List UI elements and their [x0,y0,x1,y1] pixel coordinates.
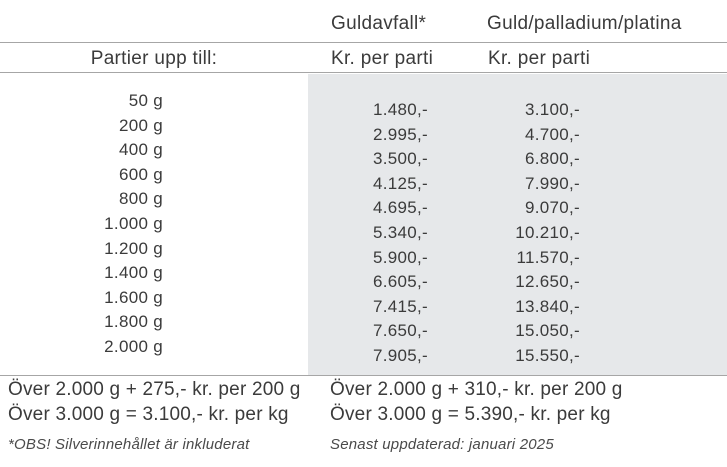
guldavfall-price-cell: 2.995,- [372,124,428,144]
weight-cell: 50 g [128,91,163,110]
weight-cell: 1.400 g [104,263,163,283]
unit-label-guldavfall: Kr. per parti [331,48,434,69]
guldavfall-price-cell: 7.415,- [372,296,428,316]
guld-palladium-platina-price-cell: 13.840,- [515,296,580,316]
guld-palladium-platina-price-cell: 15.050,- [515,321,580,341]
weight-cell: 600 g [118,164,163,184]
weight-cell: 1.000 g [104,213,163,233]
guldavfall-price-column: 1.480,- 2.995,- 3.500,- 4.125,- 4.695,- … [0,73,428,369]
column-title-guld-palladium-platina: Guld/palladium/platina [487,13,682,34]
guld-palladium-platina-over-2000-rule: Över 2.000 g + 310,- kr. per 200 g [330,379,623,400]
unit-label-guld-palladium-platina: Kr. per parti [488,48,591,69]
column-title-partier-upp-till: Partier upp till: [90,48,218,69]
footnotes-row: *OBS! Silverinnehållet är inkluderat Sen… [0,436,727,461]
guld-palladium-platina-price-cell: 11.570,- [516,247,580,267]
over-2000-row: Över 2.000 g + 275,- kr. per 200 g Över … [0,379,727,404]
weight-cell: 1.200 g [104,238,163,258]
last-updated-footnote: Senast uppdaterad: januari 2025 [330,436,554,453]
weight-cell: 200 g [118,115,163,135]
guld-palladium-platina-price-cell: 4.700,- [524,124,580,144]
guldavfall-price-cell: 5.900,- [372,247,428,267]
guld-palladium-platina-price-cell: 15.550,- [515,345,580,365]
guld-palladium-platina-price-cell: 9.070,- [524,198,580,218]
guld-palladium-platina-over-3000-rule: Över 3.000 g = 5.390,- kr. per kg [330,404,611,425]
guld-palladium-platina-price-cell: 6.800,- [524,149,580,169]
guldavfall-price-cell: 5.340,- [372,222,428,242]
guldavfall-price-cell: 6.605,- [372,272,428,292]
guld-palladium-platina-price-cell: 10.210,- [515,222,580,242]
column-title-guldavfall: Guldavfall* [331,13,427,34]
guld-palladium-platina-price-cell: 12.650,- [515,272,580,292]
guldavfall-price-cell: 3.500,- [372,149,428,169]
guldavfall-over-2000-rule: Över 2.000 g + 275,- kr. per 200 g [8,379,301,400]
weight-cell: 1.800 g [104,312,163,332]
guldavfall-price-cell: 4.695,- [372,198,428,218]
header-divider-top [0,42,727,43]
header-divider-bottom [0,72,727,73]
guldavfall-price-cell: 1.480,- [372,100,428,119]
table-body: 50 g 200 g 400 g 600 g 800 g 1.000 g 1.2… [0,73,727,376]
guld-palladium-platina-price-cell: 3.100,- [524,100,580,119]
guld-palladium-platina-price-cell: 7.990,- [524,173,580,193]
guld-palladium-platina-price-column: 3.100,- 4.700,- 6.800,- 7.990,- 9.070,- … [0,73,580,369]
weight-cell: 2.000 g [104,336,163,356]
weight-cell: 1.600 g [104,287,163,307]
over-3000-row: Över 3.000 g = 3.100,- kr. per kg Över 3… [0,404,727,429]
weight-cell: 800 g [118,189,163,209]
price-columns-background [308,74,727,376]
weight-cell: 400 g [118,140,163,160]
guldavfall-price-cell: 7.650,- [372,321,428,341]
silver-included-footnote: *OBS! Silverinnehållet är inkluderat [8,436,250,453]
guldavfall-over-3000-rule: Över 3.000 g = 3.100,- kr. per kg [8,404,289,425]
guldavfall-price-cell: 4.125,- [372,173,428,193]
guldavfall-price-cell: 7.905,- [372,345,428,365]
footer-divider [0,375,727,376]
weight-column: 50 g 200 g 400 g 600 g 800 g 1.000 g 1.2… [0,73,163,360]
